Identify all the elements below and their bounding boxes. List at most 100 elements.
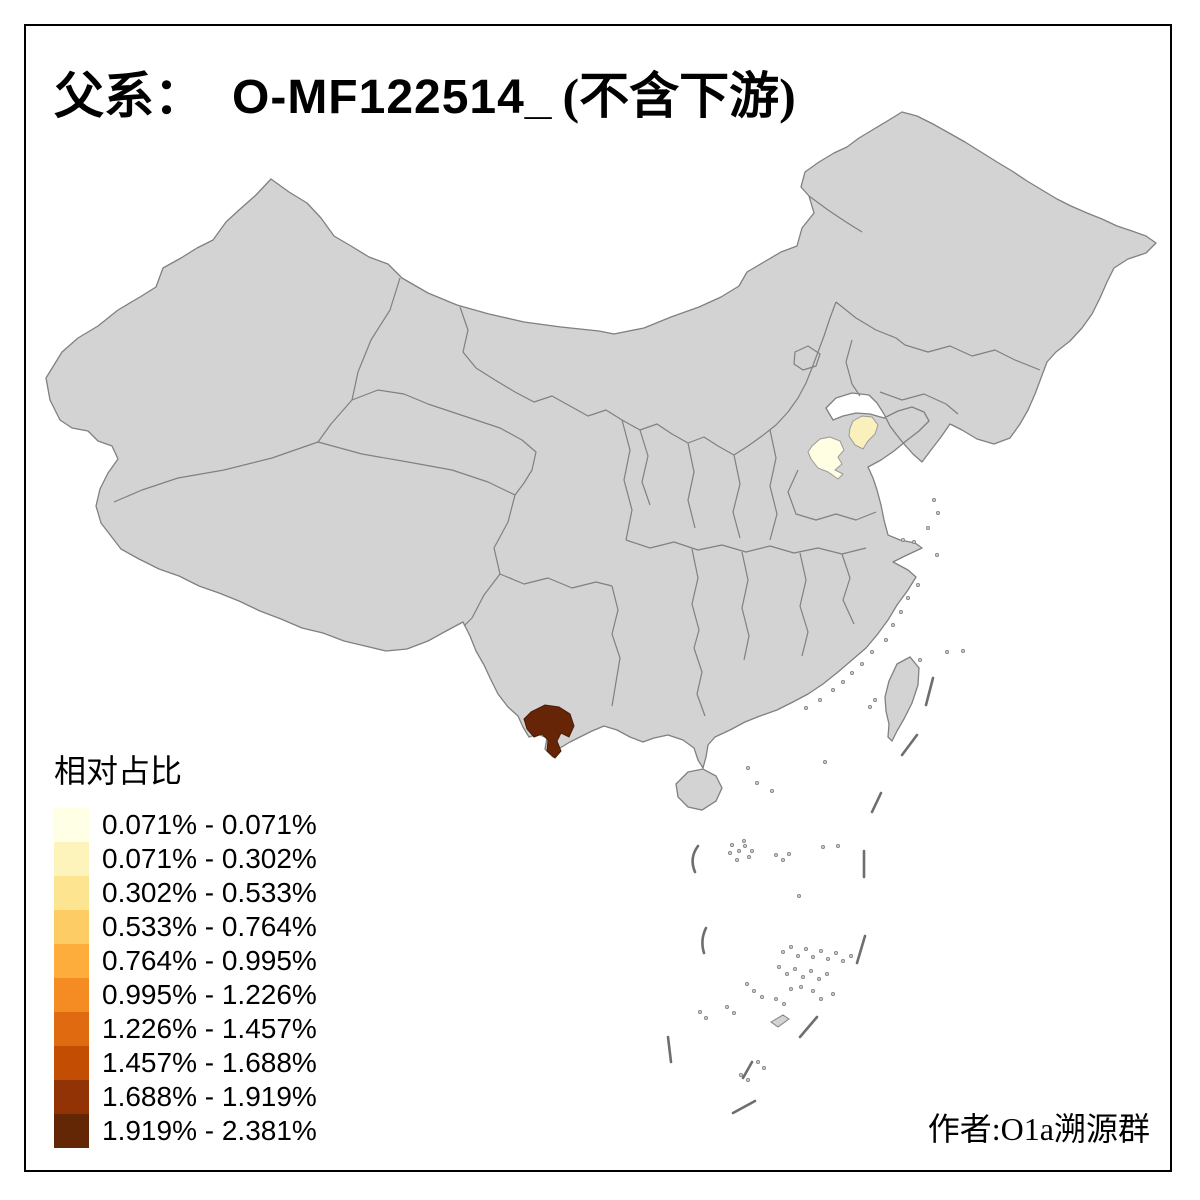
author-credit: 作者:O1a溯源群 [927, 1111, 1150, 1147]
islet-dot [746, 1078, 751, 1083]
islet-dot [906, 596, 911, 601]
islet-dot [789, 945, 794, 950]
nine-dash-segment [855, 934, 867, 965]
islet-dot [737, 849, 742, 854]
nine-dash-segment [870, 791, 883, 814]
islet-dot [849, 954, 854, 959]
islet-dot [725, 1005, 730, 1010]
legend: 相对占比 0.071% - 0.071% 0.071% - 0.302% 0.302… [54, 746, 317, 1148]
legend-row: 0.071% - 0.302% [54, 842, 317, 876]
islet-dot [825, 972, 830, 977]
islet-dot [739, 1073, 744, 1078]
islet-dot [811, 955, 816, 960]
legend-swatch [54, 808, 89, 842]
region-shandong-east [848, 415, 879, 450]
islet-dot [750, 849, 755, 854]
islet-dot [901, 538, 906, 543]
map-title: 父系： O-MF122514_ (不含下游) [54, 56, 796, 128]
islet-dot [728, 851, 733, 856]
islet-dot [818, 698, 823, 703]
islet-dot [834, 951, 839, 956]
islet-dot [884, 638, 889, 643]
legend-label: 1.919% - 2.381% [102, 1115, 317, 1146]
islet-dot [926, 526, 931, 531]
islet-dot [770, 789, 775, 794]
islet-dot [918, 658, 923, 663]
islet-dot [819, 997, 824, 1002]
islet-dot [936, 510, 941, 515]
title-suffix: (不含下游) [562, 68, 796, 124]
islet-dot [781, 858, 786, 863]
islet-dot [704, 1016, 709, 1021]
islet-dot [836, 844, 841, 849]
islet-dot [841, 680, 846, 685]
nine-dash-line [666, 676, 935, 1115]
islet-dot [782, 1002, 787, 1007]
islet-dot [774, 997, 779, 1002]
legend-swatch [54, 876, 89, 910]
islet-dot [730, 843, 735, 848]
islet-dot [912, 540, 917, 545]
spratly-islet [770, 1014, 790, 1028]
nine-dash-segment [701, 926, 708, 955]
province-borders [113, 195, 1041, 717]
legend-row: 0.995% - 1.226% [54, 978, 317, 1012]
islet-dot [801, 975, 806, 980]
islet-dot [935, 553, 940, 558]
legend-label: 1.226% - 1.457% [102, 1013, 317, 1044]
islet-dot [787, 852, 792, 857]
islet-dot [752, 989, 757, 994]
legend-label: 1.457% - 1.688% [102, 1047, 317, 1078]
islet-dot [735, 858, 740, 863]
legend-row: 1.226% - 1.457% [54, 1012, 317, 1046]
islet-dot [755, 781, 760, 786]
islet-dot [804, 947, 809, 952]
islet-dot [961, 649, 966, 654]
legend-swatch [54, 944, 89, 978]
islet-dot [891, 623, 896, 628]
islet-dot [823, 760, 828, 765]
islet-dot [916, 583, 921, 588]
islet-dot [804, 706, 809, 711]
islet-dot [756, 1060, 761, 1065]
legend-label: 0.764% - 0.995% [102, 945, 317, 976]
legend-swatch [54, 910, 89, 944]
legend-label: 0.995% - 1.226% [102, 979, 317, 1010]
taiwan-island [884, 656, 920, 743]
islet-dot [860, 662, 865, 667]
legend-title: 相对占比 [54, 753, 183, 789]
islet-dot [747, 855, 752, 860]
region-yunnan-south [523, 704, 575, 759]
legend-swatch [54, 978, 89, 1012]
legend-row: 1.688% - 1.919% [54, 1080, 317, 1114]
legend-row: 0.071% - 0.071% [54, 808, 317, 842]
coastal-islets [698, 497, 966, 1083]
islet-dot [809, 969, 814, 974]
islet-dot [781, 950, 786, 955]
islet-dot [811, 989, 816, 994]
legend-label: 0.071% - 0.302% [102, 843, 317, 874]
legend-rows: 0.071% - 0.071% 0.071% - 0.302% 0.302% - 0… [54, 808, 317, 1148]
title-prefix: 父系： [54, 68, 204, 124]
legend-swatch [54, 1114, 89, 1148]
islet-dot [762, 1066, 767, 1071]
islet-dot [850, 671, 855, 676]
legend-row: 0.764% - 0.995% [54, 944, 317, 978]
islet-dot [760, 995, 765, 1000]
nine-dash-segment [741, 1060, 754, 1080]
legend-label: 0.071% - 0.071% [102, 809, 317, 840]
legend-swatch [54, 1080, 89, 1114]
legend-row: 0.302% - 0.533% [54, 876, 317, 910]
legend-swatch [54, 1012, 89, 1046]
islet-dot [870, 650, 875, 655]
islet-dot [793, 967, 798, 972]
islet-dot [817, 977, 822, 982]
islet-dot [819, 949, 824, 954]
islet-dot [742, 839, 747, 844]
islet-dot [899, 610, 904, 615]
legend-swatch [54, 1046, 89, 1080]
islet-dot [841, 959, 846, 964]
islet-dot [826, 957, 831, 962]
